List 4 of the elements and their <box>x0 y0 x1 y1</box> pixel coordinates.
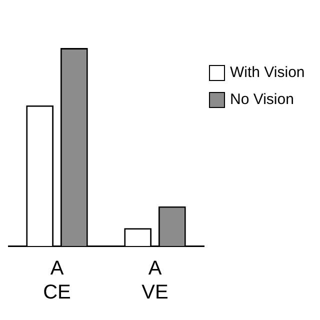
legend-label: With Vision <box>230 64 305 81</box>
x-tick-label: A VE <box>142 258 168 304</box>
legend-label: No Vision <box>230 91 294 108</box>
x-tick-label: A CE <box>43 258 71 304</box>
